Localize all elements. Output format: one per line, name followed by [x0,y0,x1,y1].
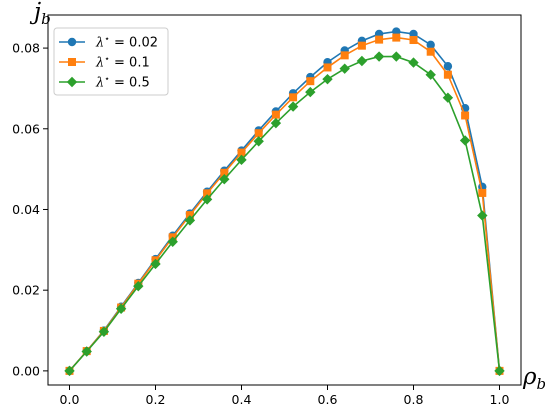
data-point [287,101,299,112]
data-point [391,51,402,62]
data-point [133,280,144,292]
plot-frame [47,14,522,386]
data-point [323,63,332,72]
legend-label: λ⋆ = 0.1 [95,55,150,71]
legend-label: λ⋆ = 0.5 [95,75,150,91]
data-point [219,174,230,185]
data-point [340,51,349,60]
x-axis-label: ρb [522,364,545,393]
data-point [478,188,487,197]
data-point [426,47,435,56]
x-axis: 0.0 0.2 0.4 0.6 0.8 1.0 [60,385,510,407]
y-tick-label: 0.06 [12,121,40,136]
data-point [356,55,368,67]
legend-entry: λ⋆ = 0.1 [59,55,150,71]
data-point [392,33,401,42]
data-point [477,210,488,221]
legend-marker [66,76,78,88]
data-point [150,258,161,270]
data-point [201,194,213,205]
data-point [373,51,385,62]
data-point [220,168,229,177]
legend-marker [68,58,76,66]
data-point [409,36,418,45]
data-point [375,35,384,44]
y-axis-label: jb [29,0,51,28]
y-tick-label: 0.02 [12,283,40,298]
legend-marker [67,37,77,47]
data-point [306,77,315,86]
legend-box [53,27,169,96]
legend-entry: λ⋆ = 0.02 [59,35,158,51]
x-tick-label: 0.6 [318,392,338,407]
x-tick-label: 0.0 [60,392,80,407]
y-tick-label: 0.04 [12,202,40,217]
legend-entry: λ⋆ = 0.5 [59,75,150,91]
x-tick-label: 0.2 [146,392,166,407]
y-tick-label: 0.08 [12,41,40,56]
data-point [115,303,127,314]
data-point [253,136,264,147]
y-tick-label: 0.00 [12,363,40,378]
legend-label: λ⋆ = 0.02 [95,35,158,51]
data-point [271,110,280,119]
data-point [442,92,454,103]
plot-area [64,27,505,377]
data-point [408,57,419,68]
data-point [425,69,436,80]
data-point [81,346,92,357]
legend: λ⋆ = 0.02 λ⋆ = 0.1 λ⋆ = 0.5 [53,27,169,96]
data-point [64,365,75,377]
series-3 [64,51,505,377]
data-point [339,63,350,74]
data-point [270,117,282,129]
data-point [322,73,333,85]
data-point [254,129,263,138]
data-point [184,215,196,226]
data-point [237,148,246,157]
data-point [185,211,194,220]
data-point [461,111,470,120]
data-point [357,41,366,50]
x-tick-label: 0.4 [232,392,252,407]
data-point [167,236,178,247]
data-point [98,326,110,337]
data-point [426,40,435,50]
data-point [443,70,452,79]
data-point [289,93,298,102]
data-point [203,189,212,198]
data-point [443,62,453,71]
x-tick-label: 1.0 [490,392,510,407]
data-point [305,86,316,98]
x-tick-label: 0.8 [404,392,424,407]
data-point [494,365,505,377]
data-point [459,135,471,146]
data-point [236,154,247,166]
y-axis: 0.00 0.02 0.04 0.06 0.08 [12,41,48,378]
series-line [68,55,501,372]
